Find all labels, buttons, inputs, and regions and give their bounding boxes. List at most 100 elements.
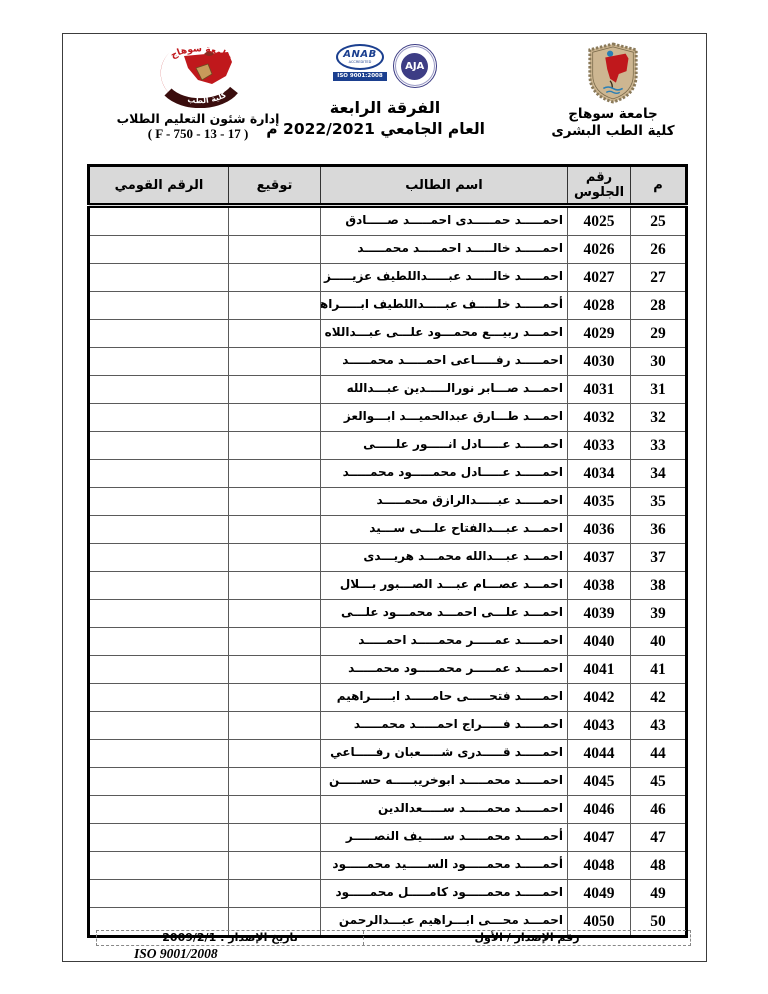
student-name-cell: احمـــــد قـــــدرى شـــــعبان رفـــــاع…	[320, 739, 568, 768]
table-row: 31 4031 احمـــد صـــابر نورالـــــدين عب…	[88, 375, 687, 404]
signature-cell	[228, 599, 321, 628]
seat-number-cell: 4044	[567, 739, 631, 768]
national-id-cell	[88, 739, 229, 768]
national-id-cell	[88, 459, 229, 488]
table-row: 30 4030 احمـــــد رفـــــاعى احمـــــد م…	[88, 347, 687, 376]
anab-text: ANAB	[343, 49, 377, 60]
signature-cell	[228, 851, 321, 880]
student-list-table: م رقم الجلوس اسم الطالب توقيع الرقم القو…	[87, 164, 688, 938]
student-name-cell: أحمـــــد خلـــــف عبـــــداللطيف ابــــ…	[320, 291, 568, 320]
student-name-cell: أحمـــــد محمـــــود الســـــيد محمـــــ…	[320, 851, 568, 880]
serial-cell: 40	[630, 627, 687, 656]
table-row: 45 4045 احمـــــد محمـــــد ابوخريبـــــ…	[88, 767, 687, 796]
signature-cell	[228, 515, 321, 544]
anab-accredited-text: ACCREDITED	[348, 60, 372, 64]
table-row: 26 4026 احمـــــد خالـــــد احمـــــد مح…	[88, 235, 687, 264]
header-serial: م	[630, 165, 687, 208]
signature-cell	[228, 291, 321, 320]
table-row: 47 4047 أحمـــــد محمـــــد ســـــيف الن…	[88, 823, 687, 852]
signature-cell	[228, 627, 321, 656]
table-row: 38 4038 احمـــد عصـــام عبـــد الصـــبور…	[88, 571, 687, 600]
signature-cell	[228, 739, 321, 768]
seat-number-cell: 4037	[567, 543, 631, 572]
student-name-cell: احمـــــد خالـــــد احمـــــد محمـــــد	[320, 235, 568, 264]
header-seat-number: رقم الجلوس	[567, 165, 631, 208]
student-name-cell: احمـــد عبـــدالله محمـــد هريـــدى	[320, 543, 568, 572]
table-row: 27 4027 احمـــــد خالـــــد عبـــــداللط…	[88, 263, 687, 292]
national-id-cell	[88, 543, 229, 572]
seat-number-cell: 4040	[567, 627, 631, 656]
table-row: 43 4043 احمـــــد فـــــراج احمـــــد مح…	[88, 711, 687, 740]
signature-cell	[228, 907, 321, 937]
serial-cell: 32	[630, 403, 687, 432]
serial-cell: 35	[630, 487, 687, 516]
student-name-cell: احمـــــد محمـــــد ابوخريبـــــه حســــ…	[320, 767, 568, 796]
seat-number-cell: 4047	[567, 823, 631, 852]
signature-cell	[228, 655, 321, 684]
signature-cell	[228, 571, 321, 600]
student-name-cell: احمـــــد عمـــــر محمـــــد احمـــــد	[320, 627, 568, 656]
serial-cell: 28	[630, 291, 687, 320]
department-name: إدارة شئون التعليم الطلاب	[116, 111, 280, 126]
seat-number-cell: 4050	[567, 907, 631, 937]
table-row: 35 4035 احمـــــد عبـــــدالرازق محمــــ…	[88, 487, 687, 516]
seat-number-cell: 4030	[567, 347, 631, 376]
student-name-cell: احمـــد علـــى احمـــد محمـــود علـــى	[320, 599, 568, 628]
national-id-cell	[88, 571, 229, 600]
serial-cell: 38	[630, 571, 687, 600]
serial-cell: 25	[630, 205, 687, 236]
student-name-cell: احمـــــد عمـــــر محمـــــود محمـــــد	[320, 655, 568, 684]
signature-cell	[228, 431, 321, 460]
national-id-cell	[88, 487, 229, 516]
serial-cell: 46	[630, 795, 687, 824]
seat-number-cell: 4042	[567, 683, 631, 712]
seat-number-cell: 4027	[567, 263, 631, 292]
student-name-cell: احمـــــد عبـــــدالرازق محمـــــد عبدال…	[320, 487, 568, 516]
student-name-cell: احمـــــد عـــــادل محمـــــود محمـــــد	[320, 459, 568, 488]
student-name-cell: احمـــد محـــى ابـــراهيم عبـــدالرحمن	[320, 907, 568, 937]
seat-number-cell: 4028	[567, 291, 631, 320]
student-name-cell: احمـــــد خالـــــد عبـــــداللطيف عزيــ…	[320, 263, 568, 292]
student-name-cell: احمـــــد فتحـــــى حامـــــد ابـــــراه…	[320, 683, 568, 712]
issue-info-bar: رقم الإصدار / الأول تاريخ الإصدار : 2009…	[96, 930, 691, 946]
student-name-cell: احمـــــد حمـــــدى احمـــــد صـــــادق	[320, 205, 568, 236]
national-id-cell	[88, 403, 229, 432]
serial-cell: 31	[630, 375, 687, 404]
table-row: 42 4042 احمـــــد فتحـــــى حامـــــد اب…	[88, 683, 687, 712]
national-id-cell	[88, 655, 229, 684]
form-code: ( F - 750 - 13 - 17 )	[147, 126, 249, 141]
table-row: 39 4039 احمـــد علـــى احمـــد محمـــود …	[88, 599, 687, 628]
signature-cell	[228, 375, 321, 404]
table-row: 32 4032 احمـــد طـــارق عبدالحميـــد ابـ…	[88, 403, 687, 432]
table-row: 37 4037 احمـــد عبـــدالله محمـــد هريــ…	[88, 543, 687, 572]
national-id-cell	[88, 879, 229, 908]
national-id-cell	[88, 291, 229, 320]
serial-cell: 50	[630, 907, 687, 937]
student-name-cell: احمـــد ربيـــع محمـــود علـــى عبـــدال…	[320, 319, 568, 348]
national-id-cell	[88, 515, 229, 544]
department-header-block: جامعة سوهاج كلية الطب إدارة شئون التعليم…	[93, 40, 303, 142]
seat-number-cell: 4048	[567, 851, 631, 880]
table-header-row: م رقم الجلوس اسم الطالب توقيع الرقم القو…	[88, 165, 687, 208]
signature-cell	[228, 767, 321, 796]
signature-cell	[228, 319, 321, 348]
student-name-cell: احمـــد طـــارق عبدالحميـــد ابـــوالعز	[320, 403, 568, 432]
national-id-cell	[88, 347, 229, 376]
serial-cell: 29	[630, 319, 687, 348]
issue-date: تاريخ الإصدار : 2009/2/1	[162, 931, 298, 944]
national-id-cell	[88, 683, 229, 712]
table-row: 48 4048 أحمـــــد محمـــــود الســـــيد …	[88, 851, 687, 880]
signature-cell	[228, 487, 321, 516]
student-name-cell: احمـــــد فـــــراج احمـــــد محمـــــد	[320, 711, 568, 740]
serial-cell: 34	[630, 459, 687, 488]
table-row: 50 4050 احمـــد محـــى ابـــراهيم عبـــد…	[88, 907, 687, 937]
seat-number-cell: 4036	[567, 515, 631, 544]
national-id-cell	[88, 375, 229, 404]
seat-number-cell: 4045	[567, 767, 631, 796]
aja-text: AJA	[401, 52, 429, 80]
serial-cell: 39	[630, 599, 687, 628]
table-row: 41 4041 احمـــــد عمـــــر محمـــــود مح…	[88, 655, 687, 684]
serial-cell: 49	[630, 879, 687, 908]
header-signature: توقيع	[228, 165, 321, 208]
